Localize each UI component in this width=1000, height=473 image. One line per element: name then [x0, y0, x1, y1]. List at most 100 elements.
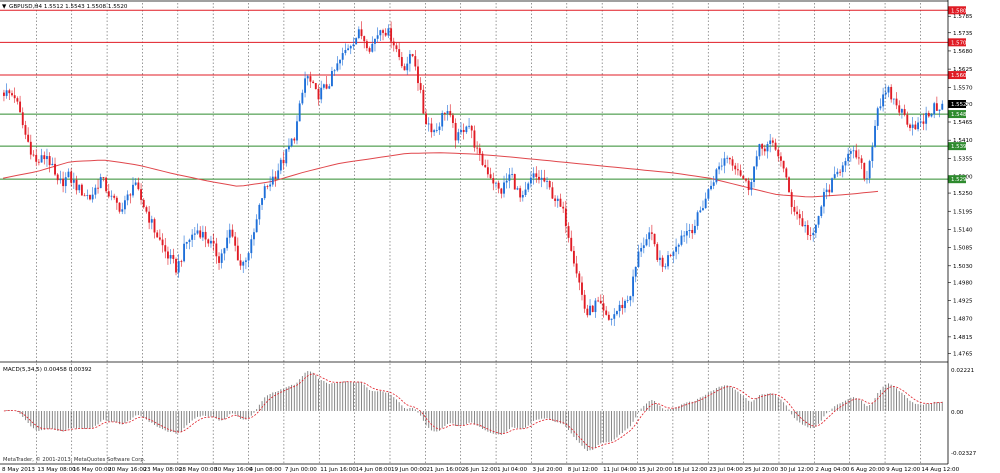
price-tick-label: 1.5680 [953, 49, 973, 55]
bull-candle [677, 244, 680, 247]
bull-candle [634, 266, 637, 277]
bull-candle [134, 182, 137, 185]
bull-candle [879, 106, 882, 109]
bull-candle [253, 232, 255, 240]
bear-candle [691, 229, 694, 234]
bear-candle [145, 207, 148, 212]
bull-candle [726, 157, 729, 159]
bear-candle [538, 176, 540, 180]
level-tag-label: 1.5607 [951, 73, 970, 79]
current-price-tag [948, 100, 966, 108]
bear-candle [443, 113, 446, 114]
bull-candle [723, 158, 726, 166]
bear-candle [282, 159, 285, 164]
bull-candle [876, 108, 879, 126]
bear-candle [855, 150, 858, 158]
bear-candle [115, 197, 118, 203]
bear-candle [390, 28, 393, 42]
level-tag-label: 1.5392 [951, 144, 970, 150]
bull-candle [648, 232, 651, 240]
bull-candle [831, 178, 833, 193]
bull-candle [503, 182, 505, 194]
current-price-label: 1.5520 [951, 102, 970, 108]
bear-candle [935, 103, 938, 111]
bear-candle [785, 168, 788, 178]
bull-candle [228, 229, 231, 238]
bull-candle [841, 165, 844, 173]
bull-candle [629, 296, 632, 301]
bull-candle [347, 48, 350, 51]
bull-candle [659, 257, 661, 260]
bull-candle [406, 63, 409, 71]
bear-candle [570, 237, 573, 251]
bear-candle [422, 89, 425, 114]
bull-candle [640, 248, 643, 252]
bear-candle [535, 173, 538, 177]
bear-candle [564, 208, 567, 227]
bear-candle [796, 211, 799, 215]
bull-candle [844, 161, 847, 166]
bull-candle [704, 198, 707, 209]
price-tick-label: 1.4815 [953, 335, 973, 341]
time-tick-label: 11 Jul 04:00 [603, 467, 637, 473]
bull-candle [753, 166, 755, 182]
bear-candle [922, 121, 925, 124]
bull-candle [911, 124, 914, 128]
bull-candle [277, 170, 280, 179]
bear-candle [430, 123, 433, 133]
bull-candle [357, 29, 360, 39]
bear-candle [497, 182, 500, 189]
bear-candle [43, 155, 46, 160]
bear-candle [317, 88, 320, 100]
bull-candle [532, 173, 535, 178]
bull-candle [667, 255, 669, 267]
bear-candle [37, 161, 40, 163]
bull-candle [446, 111, 449, 114]
bull-candle [306, 76, 309, 79]
bull-candle [339, 59, 341, 64]
time-tick-label: 14 Jun 08:00 [356, 467, 392, 473]
bear-candle [774, 142, 777, 150]
dropdown-arrow-icon[interactable]: ▼ [2, 4, 7, 10]
macd-axis-zero: 0.00 [951, 410, 964, 416]
bull-candle [769, 140, 772, 144]
bull-candle [188, 239, 191, 243]
bull-candle [298, 103, 301, 122]
bull-candle [675, 246, 678, 252]
bear-candle [860, 158, 863, 163]
bull-candle [91, 194, 94, 200]
bear-candle [207, 239, 210, 244]
bull-candle [938, 109, 941, 111]
bear-candle [368, 48, 371, 52]
bull-candle [201, 231, 204, 238]
bear-candle [403, 66, 406, 71]
bear-candle [451, 115, 454, 123]
bear-candle [325, 84, 328, 89]
bear-candle [137, 182, 140, 190]
time-tick-label: 3 Jul 20:00 [532, 467, 562, 473]
bull-candle [527, 183, 530, 190]
bear-candle [572, 250, 575, 264]
bull-candle [220, 253, 223, 263]
bear-candle [462, 129, 465, 133]
bull-candle [610, 318, 613, 320]
bear-candle [513, 174, 516, 190]
bear-candle [153, 219, 156, 233]
level-tag-label: 1.5706 [951, 40, 970, 46]
bull-candle [849, 151, 852, 154]
bear-candle [148, 211, 151, 223]
bull-candle [529, 177, 532, 184]
bull-candle [626, 300, 629, 302]
bull-candle [696, 212, 699, 226]
bear-candle [473, 130, 476, 148]
horizontal-levels [0, 9, 948, 180]
level-tag-label: 1.5489 [951, 112, 970, 118]
bear-candle [400, 57, 403, 67]
bull-candle [185, 242, 188, 244]
bear-candle [734, 165, 737, 170]
bull-candle [804, 225, 807, 227]
bull-candle [750, 181, 753, 191]
bull-candle [191, 234, 194, 240]
bear-candle [761, 144, 764, 149]
